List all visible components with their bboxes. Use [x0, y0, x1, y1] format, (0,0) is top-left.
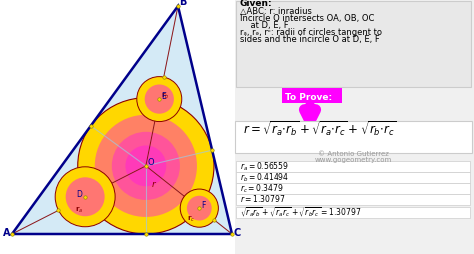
FancyBboxPatch shape — [237, 207, 471, 218]
Circle shape — [187, 196, 212, 221]
Text: r$_c$: r$_c$ — [187, 213, 195, 224]
Text: Given:: Given: — [240, 0, 273, 8]
Circle shape — [180, 189, 219, 227]
Text: E: E — [161, 92, 166, 101]
Text: B: B — [179, 0, 186, 7]
FancyBboxPatch shape — [235, 121, 472, 153]
Text: $r_a = 0.56559$: $r_a = 0.56559$ — [240, 160, 289, 172]
Text: www.gogeometry.com: www.gogeometry.com — [314, 156, 392, 162]
FancyBboxPatch shape — [237, 172, 471, 183]
Polygon shape — [12, 7, 232, 234]
Text: $\sqrt{r_a r_b}+\sqrt{r_a r_c}+\sqrt{r_b r_c} = 1.30797$: $\sqrt{r_a r_b}+\sqrt{r_a r_c}+\sqrt{r_b… — [240, 204, 361, 218]
Text: sides and the incircle O at D, E, F: sides and the incircle O at D, E, F — [240, 35, 380, 44]
Text: © Antonio Gutierrez: © Antonio Gutierrez — [318, 150, 388, 156]
Text: rₐ, rₔ, rᶜ: radii of circles tangent to: rₐ, rₔ, rᶜ: radii of circles tangent to — [240, 28, 382, 37]
Text: $r_c = 0.3479$: $r_c = 0.3479$ — [240, 182, 284, 194]
Text: C: C — [234, 227, 241, 237]
Circle shape — [137, 77, 182, 122]
Text: O: O — [148, 157, 155, 166]
FancyBboxPatch shape — [282, 89, 342, 104]
Text: at D, E, F: at D, E, F — [240, 21, 289, 30]
Circle shape — [112, 132, 180, 200]
FancyBboxPatch shape — [236, 2, 471, 88]
Bar — [235, 0, 474, 254]
FancyBboxPatch shape — [237, 194, 471, 205]
Text: A: A — [3, 227, 10, 237]
Text: r$_b$: r$_b$ — [161, 91, 170, 101]
Text: To Prove:: To Prove: — [285, 93, 332, 102]
Text: r$_a$: r$_a$ — [75, 204, 83, 214]
Text: D: D — [76, 189, 82, 198]
Circle shape — [78, 98, 214, 234]
Text: $r_b = 0.41494$: $r_b = 0.41494$ — [240, 171, 289, 183]
Text: Incircle O intersects OA, OB, OC: Incircle O intersects OA, OB, OC — [240, 14, 374, 23]
Text: $r = \sqrt{r_a{\cdot}r_b}+\sqrt{r_a{\cdot}r_c}+\sqrt{r_b{\cdot}r_c}$: $r = \sqrt{r_a{\cdot}r_b}+\sqrt{r_a{\cdo… — [243, 119, 396, 138]
Text: △ABC: r: inradius: △ABC: r: inradius — [240, 7, 312, 16]
Text: F: F — [201, 200, 206, 209]
Text: $r = 1.30797$: $r = 1.30797$ — [240, 193, 285, 204]
Circle shape — [55, 167, 115, 227]
FancyBboxPatch shape — [237, 183, 471, 194]
Circle shape — [66, 178, 105, 216]
Circle shape — [145, 85, 174, 114]
Circle shape — [95, 115, 197, 217]
Text: r: r — [152, 179, 155, 188]
Circle shape — [126, 146, 166, 187]
FancyBboxPatch shape — [237, 161, 471, 172]
